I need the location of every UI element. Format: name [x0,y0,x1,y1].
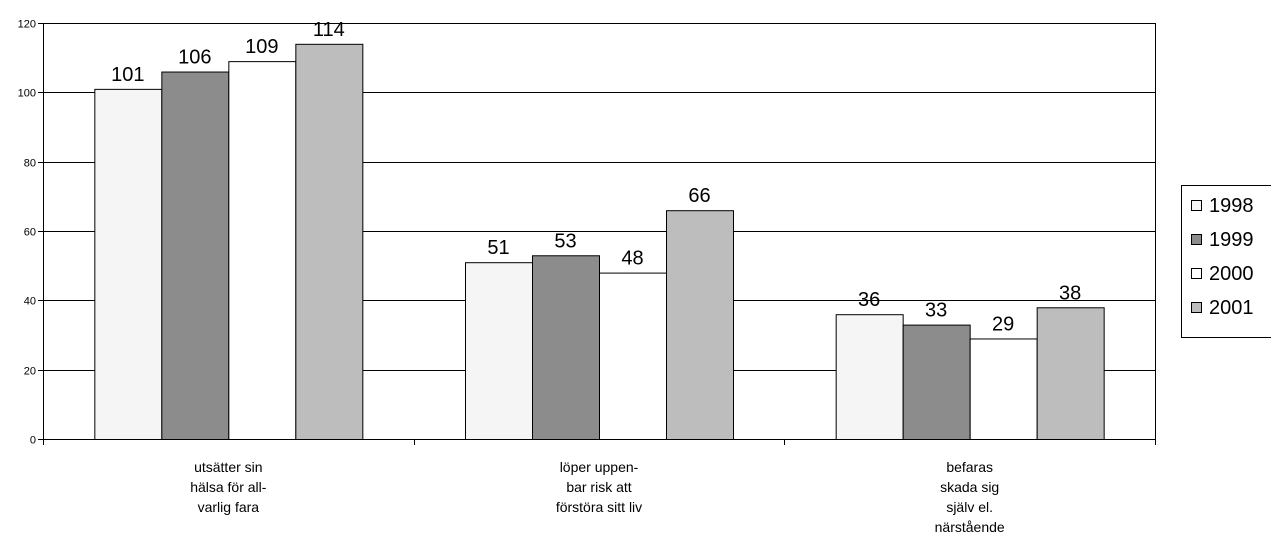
category-label-line: själv el. [946,499,993,515]
category-label: befaras skada sig själv el. närstående [935,459,1005,535]
bar-1999-cat-2 [902,324,971,441]
bar-1998-cat-0 [94,88,163,440]
bar-2001-cat-2 [1036,307,1105,440]
bar-1999-cat-1 [532,255,600,440]
y-tick-label: 100 [18,88,36,100]
legend-swatch-1999 [1191,234,1202,245]
category-label-line: utsätter sin [194,459,262,475]
data-labels: 101 106 109 114 51 53 48 66 36 33 29 38 [111,19,1081,336]
category-label: löper uppen-bar risk att förstöra sitt li… [556,459,642,515]
y-tick-label: 80 [24,158,36,170]
axes: 0 20 40 60 80 100 120 utsätter sin hälsa för all… [18,19,1156,535]
y-tick-label: 120 [18,19,36,31]
y-tick-label: 40 [24,296,36,308]
legend-label-2000: 2000 [1209,263,1254,285]
data-label: 109 [245,36,278,58]
bar-1999-cat-0 [161,71,230,441]
legend-label-2001: 2001 [1209,297,1254,319]
legend-label-1998: 1998 [1209,195,1254,217]
y-tick-label: 0 [30,435,36,447]
bar-2000-cat-2 [969,338,1038,441]
data-label: 66 [688,185,710,207]
category-label-line: hälsa för all- [190,479,267,495]
category-label-line: varlig fara [198,499,260,515]
legend-label-1999: 1999 [1209,229,1254,251]
data-label: 38 [1059,282,1081,304]
data-label: 33 [925,300,947,322]
y-tick-label: 60 [24,227,36,239]
category-label-line: befaras [946,459,993,475]
category-label-line: förstöra sitt liv [556,499,642,515]
bar-2000-cat-0 [228,61,297,441]
legend-swatch-1998 [1191,200,1202,211]
bar-1998-cat-2 [835,314,904,441]
category-label-line: närstående [935,519,1005,535]
bar-2001-cat-1 [666,210,734,440]
category-label-line: löper uppen- [560,459,639,475]
bar-1998-cat-1 [465,262,533,441]
category-label: utsätter sin hälsa för all-varlig fara [190,459,267,515]
y-tick-label: 20 [24,366,36,378]
category-label-line: bar risk att [566,479,631,495]
data-label: 48 [621,248,643,270]
data-label: 106 [178,47,211,69]
category-label-line: skada sig [940,479,999,495]
data-label: 29 [992,313,1014,335]
data-label: 101 [111,64,144,86]
legend: 1998 1999 2000 2001 [1181,185,1271,338]
data-label: 53 [554,230,576,252]
data-label: 36 [858,289,880,311]
bars [94,43,1105,441]
legend-swatch-2001 [1191,302,1202,313]
data-label: 114 [313,19,345,41]
bar-2000-cat-1 [599,272,667,440]
legend-swatch-2000 [1191,268,1202,279]
data-label: 51 [487,237,509,259]
bar-2001-cat-0 [295,43,364,441]
